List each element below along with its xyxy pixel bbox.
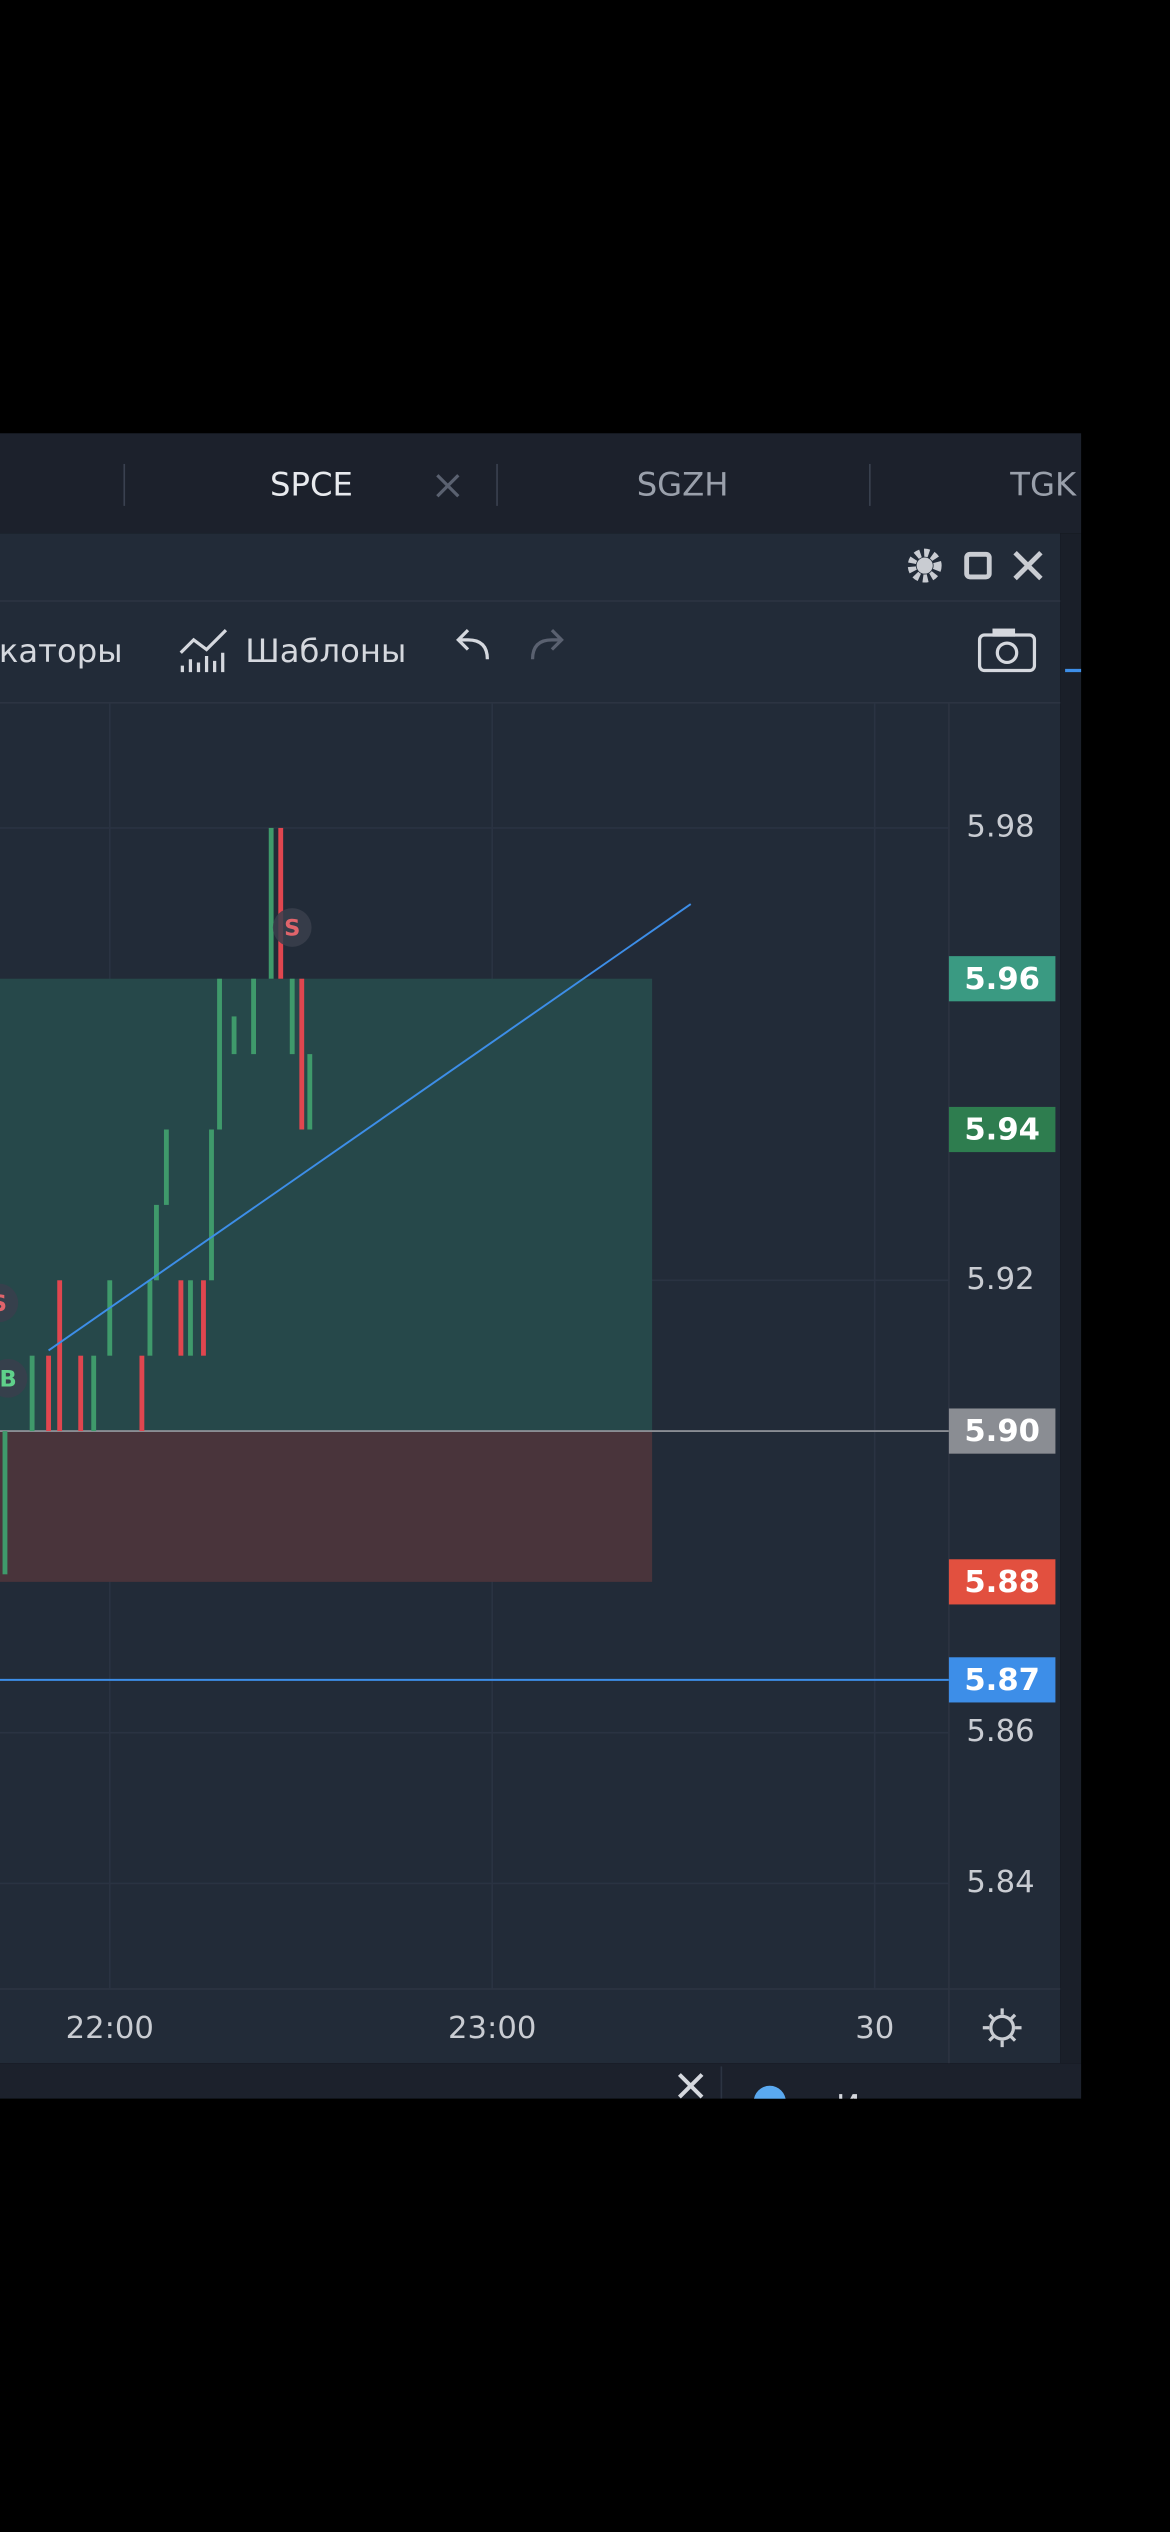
- plot: S S B: [0, 702, 949, 1989]
- candle: [217, 978, 222, 1130]
- candle: [188, 1280, 193, 1356]
- candle: [201, 1280, 206, 1356]
- tab-bar: [0, 433, 1082, 534]
- y-tick-label: 5.84: [966, 1865, 1034, 1900]
- candle: [231, 1016, 237, 1055]
- candle: [154, 1204, 159, 1281]
- candle: [57, 1280, 63, 1432]
- trend-line: [48, 903, 692, 1352]
- price-label-box: [948, 1106, 1056, 1153]
- candle: [46, 1355, 51, 1432]
- y-tick-label: 5.92: [966, 1262, 1034, 1297]
- panel-controls: [907, 548, 1043, 583]
- candle: [139, 1355, 145, 1432]
- settings-icon[interactable]: [907, 548, 942, 583]
- candle: [289, 978, 295, 1055]
- screenshot-top: [992, 628, 1016, 637]
- bottom-close[interactable]: [677, 2073, 704, 2099]
- side-panel: [1060, 533, 1082, 2064]
- y-tick-label: 5.98: [966, 809, 1034, 844]
- x-tick-label: 22:00: [66, 2011, 154, 2046]
- position-zone: [0, 978, 653, 1432]
- price-label: 5.88: [964, 1565, 1040, 1600]
- candle: [163, 1129, 169, 1205]
- redo-icon[interactable]: [530, 629, 564, 660]
- candle: [147, 1280, 153, 1356]
- tab-close[interactable]: [436, 474, 460, 498]
- trade-marker: [0, 1283, 19, 1323]
- price-label: 5.87: [964, 1663, 1040, 1698]
- price-label-box: [948, 1408, 1056, 1454]
- trade-marker-label: S: [284, 916, 300, 942]
- candle: [278, 827, 284, 979]
- bottom-black: [0, 2098, 1170, 2532]
- templates-icon: [179, 629, 228, 673]
- settings-icon-core: [916, 557, 933, 574]
- position-zone: [0, 1431, 653, 1582]
- axis-settings-rays: [982, 2008, 1022, 2048]
- price-label: 5.94: [964, 1113, 1040, 1148]
- axes: 22:00 23:00 30 5.84 5.86 5.92 5.98 5.96 5.94 5.90…: [66, 809, 1056, 2046]
- candle: [107, 1280, 113, 1356]
- price-label-box: [948, 956, 1056, 1002]
- trade-marker-label: B: [0, 1366, 17, 1392]
- candle: [209, 1129, 214, 1281]
- price-label: 5.96: [964, 962, 1040, 997]
- trade-marker: [0, 1358, 28, 1398]
- candle: [29, 1355, 35, 1432]
- y-tick-label: 5.86: [966, 1714, 1034, 1749]
- tab[interactable]: SGZH: [637, 466, 729, 504]
- price-label: 5.90: [964, 1414, 1040, 1449]
- candle: [91, 1355, 97, 1432]
- tab[interactable]: SPCE: [270, 466, 353, 504]
- price-label-box: [948, 1559, 1056, 1605]
- right-black: [1081, 0, 1170, 2532]
- templates-button[interactable]: Шаблоны: [245, 632, 406, 670]
- candle: [307, 1054, 313, 1130]
- close-icon[interactable]: [1013, 550, 1043, 581]
- candle: [2, 1431, 8, 1575]
- maximize-icon[interactable]: [964, 551, 992, 580]
- indicators-button[interactable]: Индикаторы: [0, 632, 123, 670]
- x-tick-label: 30: [855, 2011, 894, 2046]
- candle: [268, 827, 274, 979]
- candle: [251, 978, 256, 1055]
- undo-icon[interactable]: [456, 629, 489, 660]
- trade-marker-label: S: [0, 1291, 7, 1317]
- price-label-box: [948, 1657, 1056, 1703]
- trade-marker: [272, 908, 312, 947]
- candle: [178, 1280, 184, 1356]
- candle: [299, 978, 305, 1130]
- x-tick-label: 23:00: [448, 2011, 536, 2046]
- bottom-bar: [0, 2063, 1082, 2099]
- axis-settings[interactable]: [989, 2014, 1016, 2041]
- candle: [78, 1355, 84, 1432]
- tab[interactable]: TGK: [1009, 466, 1077, 504]
- screenshot-lens: [995, 641, 1019, 665]
